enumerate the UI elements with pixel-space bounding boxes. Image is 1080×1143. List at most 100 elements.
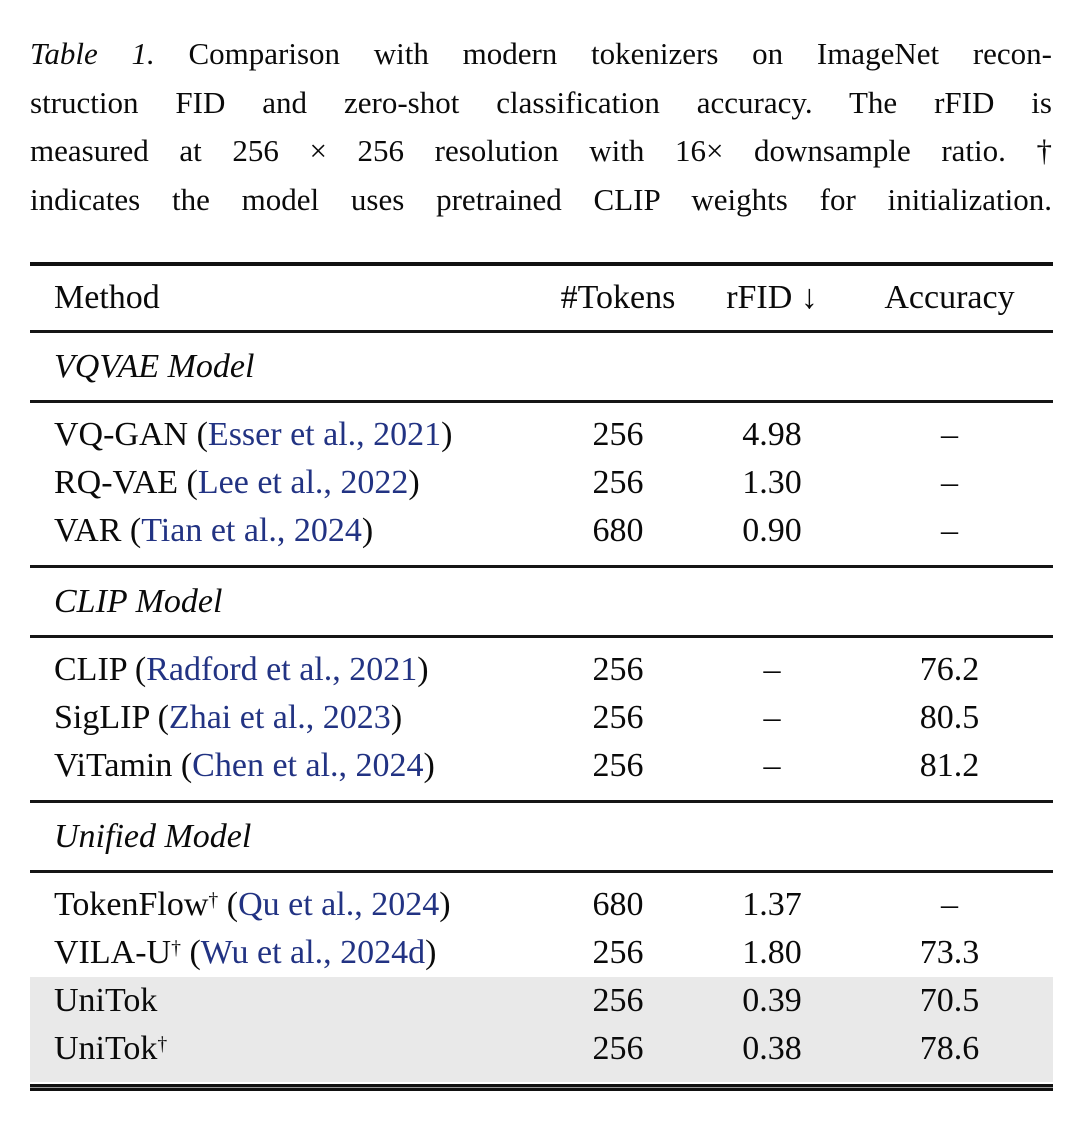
rfid-cell: 1.37: [742, 886, 802, 923]
table-row-unitok: UniTok 256 0.39 70.5: [30, 977, 1053, 1025]
paren-open: (: [149, 699, 169, 736]
table-rule-mid: [30, 565, 1053, 568]
accuracy-cell: –: [941, 416, 958, 453]
paren-close: ): [361, 512, 374, 549]
method-name: ViTamin: [54, 747, 173, 784]
paren-open: (: [188, 416, 208, 453]
column-header-method: Method: [54, 279, 160, 316]
method-name: UniTok: [54, 982, 158, 1019]
table-rule-top: [30, 262, 1053, 266]
tokens-cell: 256: [592, 982, 644, 1019]
method-name: UniTok: [54, 1030, 158, 1067]
tokens-cell: 256: [592, 464, 644, 501]
method-name: VQ-GAN: [54, 416, 189, 453]
comparison-table: Method #Tokens rFID ↓ Accuracy VQVAE Mod…: [30, 262, 1053, 1091]
method-name: TokenFlow: [54, 886, 209, 923]
method-name: RQ-VAE: [54, 464, 179, 501]
tokens-cell: 256: [592, 416, 644, 453]
citation-link[interactable]: Radford et al., 2021: [146, 651, 418, 688]
section-title: Unified Model: [54, 817, 252, 855]
tokens-cell: 256: [592, 747, 644, 784]
section-header-vqvae: VQVAE Model: [30, 333, 1053, 400]
table-rule-mid: [30, 870, 1053, 873]
accuracy-cell: 81.2: [919, 747, 980, 784]
section-title: CLIP Model: [54, 582, 223, 620]
rfid-cell: –: [763, 699, 781, 736]
tokens-cell: 256: [592, 699, 644, 736]
paren-open: (: [126, 651, 147, 688]
table-row: SigLIP (Zhai et al., 2023) 256 – 80.5: [30, 694, 1053, 742]
accuracy-cell: 78.6: [919, 1030, 980, 1067]
method-name: VAR: [54, 512, 122, 549]
rfid-cell: 4.98: [742, 416, 802, 453]
citation-link[interactable]: Chen et al., 2024: [192, 747, 424, 784]
tokens-cell: 680: [592, 512, 644, 549]
tokens-cell: 256: [592, 1030, 644, 1067]
table-rule-mid: [30, 400, 1053, 403]
table-rule-bottom: [30, 1084, 1053, 1091]
paren-close: ): [417, 651, 429, 688]
tokens-cell: 256: [592, 651, 644, 688]
section-body-unified: TokenFlow† (Qu et al., 2024) 680 1.37 – …: [30, 873, 1053, 1082]
tokens-cell: 256: [592, 934, 644, 971]
caption-line-4: indicates the model uses pretrained CLIP…: [30, 181, 1052, 217]
citation-link[interactable]: Esser et al., 2021: [207, 416, 442, 453]
highlighted-rows-block: UniTok 256 0.39 70.5 UniTok† 256 0.38 78…: [30, 977, 1053, 1082]
rfid-cell: 0.38: [742, 1030, 802, 1067]
citation-link[interactable]: Tian et al., 2024: [141, 512, 362, 549]
paren-close: ): [390, 699, 403, 736]
accuracy-cell: 73.3: [919, 934, 980, 971]
caption-line-1: Table 1. Comparison with modern tokenize…: [30, 30, 1052, 79]
table-rule-mid: [30, 800, 1053, 803]
tokens-cell: 680: [592, 886, 644, 923]
table-row: TokenFlow† (Qu et al., 2024) 680 1.37 –: [30, 881, 1053, 929]
table-row: RQ-VAE (Lee et al., 2022) 256 1.30 –: [30, 459, 1053, 507]
table-row-unitok-dagger: UniTok† 256 0.38 78.6: [30, 1025, 1053, 1073]
citation-link[interactable]: Zhai et al., 2023: [168, 699, 391, 736]
rfid-cell: 1.80: [742, 934, 802, 971]
paren-close: ): [423, 747, 435, 784]
method-name: SigLIP: [54, 699, 150, 736]
method-name: CLIP: [54, 651, 127, 688]
citation-link[interactable]: Wu et al., 2024d: [200, 934, 426, 971]
paren-open: (: [172, 747, 193, 784]
rfid-cell: 0.39: [742, 982, 802, 1019]
citation-link[interactable]: Lee et al., 2022: [197, 464, 409, 501]
section-body-clip: CLIP (Radford et al., 2021) 256 – 76.2 S…: [30, 638, 1053, 800]
accuracy-cell: –: [941, 512, 958, 549]
accuracy-cell: 80.5: [919, 699, 980, 736]
caption-line-3: measured at 256 × 256 resolution with 16…: [30, 133, 1052, 168]
dagger-superscript: †: [171, 936, 181, 959]
rfid-cell: 0.90: [742, 512, 802, 549]
table-row: VILA-U† (Wu et al., 2024d) 256 1.80 73.3: [30, 929, 1053, 977]
table-row: CLIP (Radford et al., 2021) 256 – 76.2: [30, 646, 1053, 694]
dagger-superscript: †: [208, 888, 219, 911]
column-header-rfid: rFID ↓: [726, 279, 818, 316]
table-rule-mid: [30, 635, 1053, 638]
citation-link[interactable]: Qu et al., 2024: [238, 886, 440, 923]
paren-open: (: [121, 512, 142, 549]
table-row: VAR (Tian et al., 2024) 680 0.90 –: [30, 507, 1053, 555]
paren-close: ): [408, 464, 420, 501]
paren-open: (: [218, 886, 239, 923]
table-header-row: Method #Tokens rFID ↓ Accuracy: [30, 266, 1053, 330]
caption-text: Comparison with modern tokenizers on Ima…: [188, 36, 1052, 71]
accuracy-cell: 70.5: [919, 982, 980, 1019]
section-title: VQVAE Model: [54, 347, 255, 385]
dagger-superscript: †: [157, 1032, 168, 1055]
paren-close: ): [441, 416, 453, 453]
paren-open: (: [180, 934, 201, 971]
column-header-accuracy: Accuracy: [884, 279, 1015, 316]
paren-open: (: [178, 464, 198, 501]
section-body-vqvae: VQ-GAN (Esser et al., 2021) 256 4.98 – R…: [30, 403, 1053, 565]
table-caption: Table 1. Comparison with modern tokenize…: [30, 30, 1052, 224]
rfid-cell: –: [763, 747, 781, 784]
paren-close: ): [439, 886, 451, 923]
accuracy-cell: –: [941, 464, 958, 501]
method-name: VILA-U: [54, 934, 172, 971]
accuracy-cell: 76.2: [919, 651, 980, 688]
table-row: ViTamin (Chen et al., 2024) 256 – 81.2: [30, 742, 1053, 790]
section-header-unified: Unified Model: [30, 803, 1053, 870]
table-rule-mid: [30, 330, 1053, 333]
